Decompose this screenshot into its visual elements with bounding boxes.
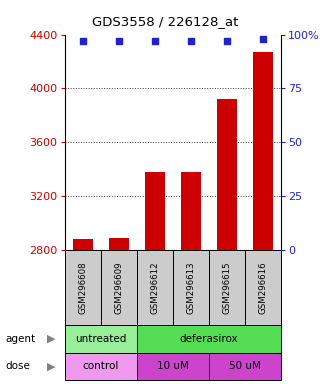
Text: agent: agent [5, 334, 35, 344]
Bar [145, 172, 165, 250]
Bar [109, 238, 129, 250]
Text: 50 uM: 50 uM [229, 361, 261, 371]
Text: ▶: ▶ [47, 361, 56, 371]
Bar [253, 52, 273, 250]
Point [80, 38, 85, 44]
Text: GSM296612: GSM296612 [150, 261, 160, 314]
Text: ▶: ▶ [47, 334, 56, 344]
Text: GSM296613: GSM296613 [186, 261, 196, 314]
Text: GDS3558 / 226128_at: GDS3558 / 226128_at [92, 15, 239, 28]
Bar [217, 99, 237, 250]
Point [116, 38, 121, 44]
Point [224, 38, 230, 44]
Text: GSM296616: GSM296616 [259, 261, 268, 314]
Point [260, 36, 266, 42]
Point [152, 38, 158, 44]
Text: dose: dose [5, 361, 30, 371]
Text: deferasirox: deferasirox [180, 334, 238, 344]
Text: GSM296615: GSM296615 [223, 261, 232, 314]
Bar [181, 172, 201, 250]
Point [188, 38, 194, 44]
Text: 10 uM: 10 uM [157, 361, 189, 371]
Text: GSM296608: GSM296608 [78, 261, 87, 314]
Bar [73, 239, 93, 250]
Text: GSM296609: GSM296609 [114, 261, 123, 314]
Text: control: control [82, 361, 119, 371]
Text: untreated: untreated [75, 334, 126, 344]
